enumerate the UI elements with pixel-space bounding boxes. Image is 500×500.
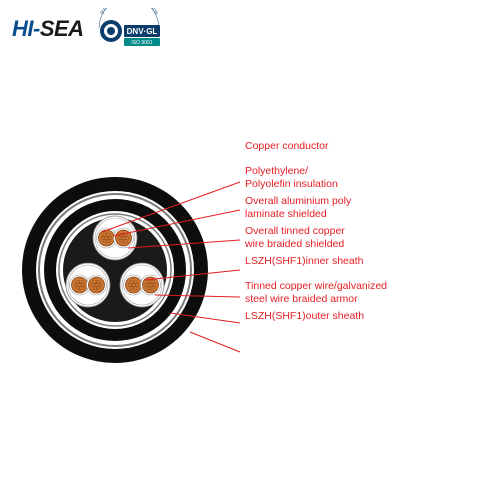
hisea-logo: HI-SEA — [12, 16, 84, 42]
cable-layer-label: LSZH(SHF1)outer sheath — [245, 310, 364, 323]
cable-cross-section — [20, 175, 210, 365]
cert-badge-svg: QUALITY SYSTEM CERTIFICATION DNV·GL ISO … — [94, 8, 164, 50]
svg-text:DNV·GL: DNV·GL — [126, 27, 157, 36]
svg-text:QUALITY SYSTEM CERTIFICATION: QUALITY SYSTEM CERTIFICATION — [98, 8, 159, 15]
cable-layer-label: Copper conductor — [245, 140, 328, 153]
cable-layer-label: Polyethylene/Polyolefin insulation — [245, 165, 338, 190]
logo-sea: SEA — [40, 16, 84, 41]
logo-hi: HI- — [12, 16, 40, 41]
header-logos: HI-SEA QUALITY SYSTEM CERTIFICATION DNV·… — [0, 0, 500, 58]
dnv-cert-badge: QUALITY SYSTEM CERTIFICATION DNV·GL ISO … — [94, 8, 164, 50]
diagram-content: Copper conductor Polyethylene/Polyolefin … — [0, 140, 500, 500]
cable-layer-label: LSZH(SHF1)inner sheath — [245, 255, 363, 268]
svg-text:ISO 9001: ISO 9001 — [131, 40, 152, 46]
cable-layer-label: Overall aluminium polylaminate shielded — [245, 195, 351, 220]
cable-layer-label: Overall tinned copperwire braided shield… — [245, 225, 345, 250]
cable-layer-label: Tinned copper wire/galvanizedsteel wire … — [245, 280, 387, 305]
